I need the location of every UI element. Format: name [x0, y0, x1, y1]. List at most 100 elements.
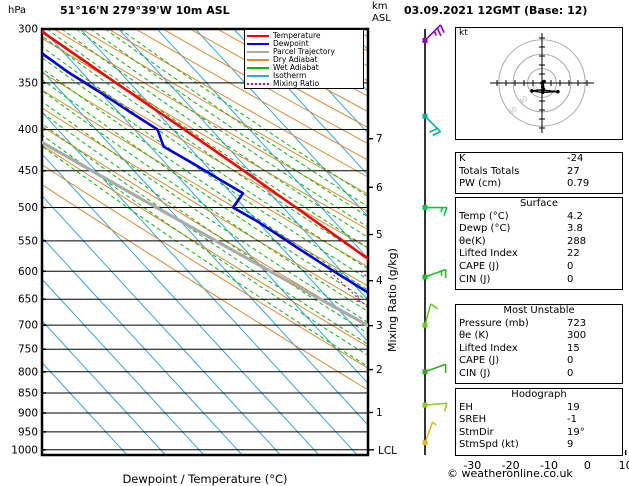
- index-label: CAPE (J): [459, 355, 500, 367]
- legend-swatch: [247, 83, 269, 85]
- index-value: 288: [567, 235, 587, 247]
- most-unstable-row: CAPE (J) 0: [456, 355, 622, 368]
- station-label: 51°16'N 279°39'W 10m ASL: [60, 4, 230, 17]
- pressure-tick-label: 350: [18, 77, 38, 89]
- index-label: Dewp (°C): [459, 223, 511, 235]
- pressure-tick-label: 400: [18, 124, 38, 136]
- pressure-tick-label: 650: [18, 294, 38, 306]
- page-title: 03.09.2021 12GMT (Base: 12): [404, 4, 588, 17]
- wind-barb: [422, 24, 445, 43]
- wind-barb: [422, 205, 448, 216]
- index-label: SREH: [459, 414, 487, 426]
- footer-credit: © weatheronline.co.uk: [447, 467, 573, 480]
- index-value: 0: [567, 273, 574, 285]
- hodograph-stat-row: StmSpd (kt) 9: [456, 439, 622, 452]
- hodograph-panel: 20 40 60 kt: [455, 27, 623, 140]
- most-unstable-row: θe (K) 300: [456, 330, 622, 343]
- hodograph-point: [542, 79, 546, 84]
- surface-panel: Surface Temp (°C) 4.2 Dewp (°C) 3.8 θe(K) 288 L…: [455, 197, 623, 290]
- index-value: 9: [567, 439, 574, 451]
- surface-row: CAPE (J) 0: [456, 261, 622, 274]
- legend-label: Parcel Trajectory: [273, 47, 335, 56]
- index-value: 0.79: [567, 178, 590, 190]
- temperature-tick-label: -20: [502, 459, 520, 472]
- index-label: Temp (°C): [459, 210, 509, 222]
- legend-label: Isotherm: [273, 71, 307, 80]
- profile-lines: [42, 30, 368, 328]
- pressure-unit-label: hPa: [8, 5, 27, 16]
- hodograph-ring-label: 60: [507, 105, 519, 117]
- legend-item: Dry Adiabat: [247, 56, 361, 64]
- legend-item: Isotherm: [247, 72, 361, 80]
- index-label: PW (cm): [459, 178, 502, 190]
- height-tick-label: 7: [376, 133, 383, 145]
- index-value: 0: [567, 367, 574, 379]
- height-tick-label: 1: [376, 407, 383, 419]
- legend-swatch: [247, 59, 269, 61]
- wind-barb: [422, 363, 447, 375]
- pressure-tick-label: 950: [18, 426, 38, 438]
- height-tick-label: 4: [376, 275, 383, 287]
- height-tick-label: 2: [376, 364, 383, 376]
- x-axis-label: Dewpoint / Temperature (°C): [122, 472, 287, 486]
- hodograph-unit-label: kt: [459, 28, 468, 38]
- index-label: CIN (J): [459, 367, 491, 379]
- index-value: 3.8: [567, 223, 583, 235]
- legend-label: Dry Adiabat: [273, 55, 318, 64]
- height-unit-label-2: ASL: [372, 13, 391, 24]
- most-unstable-row: Pressure (mb) 723: [456, 318, 622, 331]
- index-value: 19: [567, 401, 580, 413]
- legend-label: Wet Adiabat: [273, 63, 319, 72]
- index-value: 4.2: [567, 210, 583, 222]
- height-tick-label: 6: [376, 182, 383, 194]
- legend-item: Dewpoint: [247, 40, 361, 48]
- height-unit-label-1: km: [372, 1, 388, 12]
- legend-swatch: [247, 75, 269, 77]
- surface-row: Dewp (°C) 3.8: [456, 223, 622, 236]
- panel-heading: Surface: [519, 198, 559, 209]
- indices-top-panel: K -24 Totals Totals 27 PW (cm) 0.79: [455, 152, 623, 194]
- hodograph-point: [540, 84, 545, 89]
- wind-barb: [422, 113, 442, 137]
- index-value: 723: [567, 317, 587, 329]
- pressure-tick-label: 1000: [11, 444, 38, 456]
- surface-row: θe(K) 288: [456, 236, 622, 249]
- pressure-tick-label: 500: [18, 202, 38, 214]
- index-label: Totals Totals: [459, 165, 520, 177]
- pressure-tick-label: 900: [18, 407, 38, 419]
- pressure-tick-label: 800: [18, 366, 38, 378]
- panel-heading: Hodograph: [511, 389, 567, 400]
- index-label: StmDir: [459, 426, 494, 438]
- index-label: Pressure (mb): [459, 317, 529, 329]
- index-label: Lifted Index: [459, 248, 518, 260]
- index-label: StmSpd (kt): [459, 439, 519, 451]
- hodograph-point: [530, 89, 534, 93]
- pressure-tick-label: 550: [18, 235, 38, 247]
- temperature-tick-label: -10: [540, 459, 558, 472]
- hodograph-point: [556, 89, 560, 94]
- wind-barb: [422, 303, 439, 328]
- profile-dewpoint: [42, 51, 368, 295]
- index-label: CAPE (J): [459, 260, 500, 272]
- profile-temperature: [42, 30, 368, 261]
- temperature-tick-label: 10: [619, 459, 629, 472]
- most-unstable-row: Lifted Index 15: [456, 343, 622, 356]
- index-row: K -24: [456, 153, 622, 166]
- index-value: -1: [567, 414, 577, 426]
- surface-row: Temp (°C) 4.2: [456, 211, 622, 224]
- pressure-tick-label: 450: [18, 165, 38, 177]
- legend-label: Mixing Ratio: [273, 79, 320, 88]
- height-tick-label: 5: [376, 229, 383, 241]
- legend-swatch: [247, 35, 269, 37]
- lcl-label: LCL: [378, 445, 397, 457]
- hodograph-stat-row: StmDir 19°: [456, 427, 622, 440]
- pressure-tick-label: 600: [18, 266, 38, 278]
- index-value: 0: [567, 355, 574, 367]
- index-label: Lifted Index: [459, 342, 518, 354]
- pressure-tick-label: 750: [18, 344, 38, 356]
- profile-parcel-trajectory: [42, 140, 368, 328]
- pressure-tick-label: 300: [18, 24, 38, 36]
- most-unstable-panel: Most Unstable Pressure (mb) 723 θe (K) 300 Li…: [455, 304, 623, 384]
- index-value: 19°: [567, 426, 585, 438]
- index-row: PW (cm) 0.79: [456, 178, 622, 191]
